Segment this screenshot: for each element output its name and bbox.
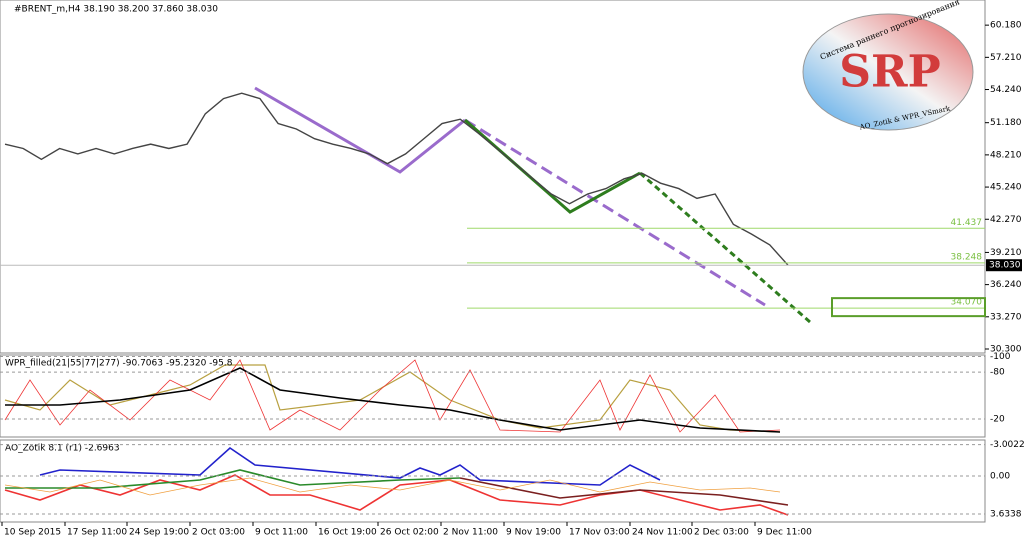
x-tick-label: 10 Sep 2015	[4, 528, 61, 538]
y-tick-label: 39.210	[990, 248, 1022, 258]
level-label: 34.070	[951, 298, 983, 308]
wpr-panel	[0, 354, 986, 438]
y-tick-label: 42.270	[990, 215, 1022, 225]
y-tick-label: -80	[990, 368, 1005, 378]
y-tick-label: -100	[990, 352, 1011, 362]
target-box	[831, 297, 986, 318]
x-tick-label: 24 Nov 11:00	[632, 528, 693, 538]
y-tick-label: 45.240	[990, 183, 1022, 193]
ao-title: AO_Zotik 8.1 (r1) -2.6963	[5, 444, 120, 454]
y-tick-label: -20	[990, 415, 1005, 425]
y-tick-label: 51.180	[990, 118, 1022, 128]
current-price-label: 38.030	[989, 261, 1021, 271]
current-price-box	[986, 259, 1022, 272]
y-tick-label: 48.210	[990, 150, 1022, 160]
level-label: 38.248	[951, 252, 983, 262]
y-tick-label: 36.240	[990, 280, 1022, 290]
x-tick-label: 17 Sep 11:00	[67, 528, 127, 538]
x-tick-label: 2 Nov 11:00	[443, 528, 498, 538]
y-tick-label: 30.300	[990, 344, 1022, 354]
y-tick-label: 33.270	[990, 312, 1022, 322]
y-tick-label: 0.00	[990, 471, 1010, 481]
x-tick-label: 2 Dec 03:00	[694, 528, 749, 538]
ao-lines	[4, 446, 789, 516]
wpr-lines	[4, 359, 781, 433]
y-tick-label: 3.6338	[990, 509, 1022, 519]
wpr-title: WPR_filled(21|55|77|277) -90.7063 -95.23…	[5, 359, 233, 369]
header: #BRENT_m,H4 38.190 38.200 37.860 38.030	[14, 5, 218, 15]
level-label: 41.437	[951, 218, 983, 228]
y-tick-label: -3.0022	[990, 440, 1024, 450]
x-tick-label: 24 Sep 19:00	[129, 528, 189, 538]
x-tick-label: 16 Oct 19:00	[318, 528, 377, 538]
y-tick-label: 60.180	[990, 21, 1022, 31]
x-tick-label: 9 Oct 11:00	[255, 528, 308, 538]
x-tick-label: 9 Dec 11:00	[757, 528, 812, 538]
x-tick-label: 26 Oct 02:00	[380, 528, 439, 538]
x-tick-label: 9 Nov 19:00	[506, 528, 561, 538]
logo-brand: SRP	[839, 47, 940, 98]
price-line	[4, 92, 789, 266]
y-tick-label: 54.240	[990, 85, 1022, 95]
y-tick-label: 57.210	[990, 53, 1022, 63]
x-tick-label: 17 Nov 03:00	[569, 528, 630, 538]
x-tick-label: 2 Oct 03:00	[192, 528, 245, 538]
logo: SRP Система раннего прогнозирования AO_Z…	[802, 0, 974, 132]
